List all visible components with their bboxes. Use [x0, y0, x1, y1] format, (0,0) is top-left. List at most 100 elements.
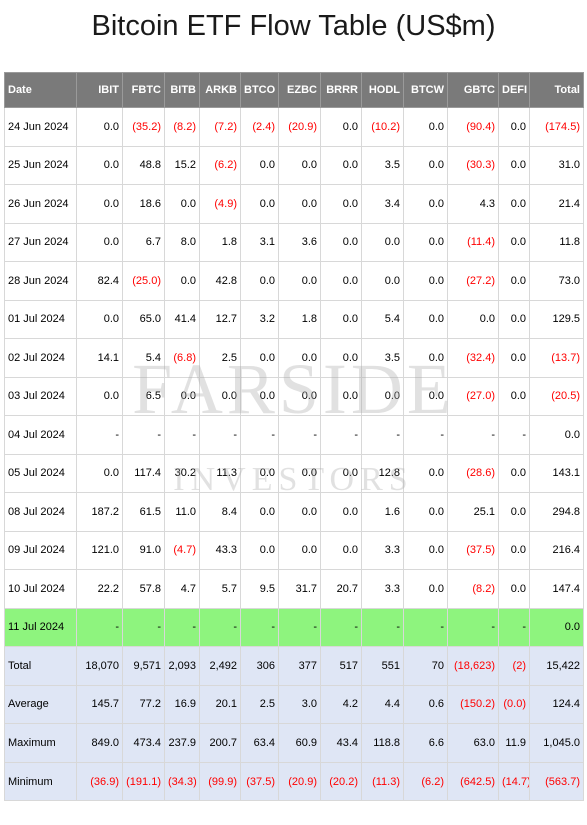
cell-ezbc: 0.0: [278, 530, 321, 570]
cell-fbtc: 473.4: [122, 723, 165, 763]
cell-ezbc: 0.0: [278, 145, 321, 185]
cell-arkb: 5.7: [199, 569, 241, 609]
cell-ibit: 82.4: [76, 261, 123, 301]
cell-total: 0.0: [529, 607, 584, 647]
cell-defi: 0.0: [498, 530, 530, 570]
cell-btcw: 0.0: [403, 145, 448, 185]
cell-ibit: -: [76, 415, 123, 455]
summary-row: Total 18,070 9,571 2,093 2,492 306 377 517 551 70…: [4, 646, 584, 686]
cell-total: 143.1: [529, 453, 584, 493]
cell-total: 31.0: [529, 145, 584, 185]
cell-btcw: 70: [403, 646, 448, 686]
cell-bitb: 2,093: [164, 646, 200, 686]
cell-bitb: 4.7: [164, 569, 200, 609]
cell-arkb: 0.0: [199, 376, 241, 416]
cell-ibit: 121.0: [76, 530, 123, 570]
cell-defi: 0.0: [498, 184, 530, 224]
cell-ezbc: 3.6: [278, 222, 321, 262]
table-row: 24 Jun 2024 0.0 (35.2) (8.2) (7.2) (2.4) (20.9…: [4, 107, 584, 147]
cell-defi: -: [498, 415, 530, 455]
column-header-date: Date: [4, 72, 77, 108]
cell-arkb: 42.8: [199, 261, 241, 301]
cell-gbtc: (27.0): [447, 376, 499, 416]
column-header-btcw: BTCW: [403, 72, 448, 108]
cell-fbtc: 65.0: [122, 299, 165, 339]
cell-hodl: 551: [361, 646, 404, 686]
cell-arkb: 2,492: [199, 646, 241, 686]
cell-total: 147.4: [529, 569, 584, 609]
cell-defi: 0.0: [498, 338, 530, 378]
cell-btco: -: [240, 415, 279, 455]
row-label: 05 Jul 2024: [4, 453, 77, 493]
cell-ibit: 0.0: [76, 145, 123, 185]
summary-row: Average 145.7 77.2 16.9 20.1 2.5 3.0 4.2 4.4 0.6(…: [4, 684, 584, 725]
cell-bitb: (34.3): [164, 761, 200, 802]
cell-btco: 9.5: [240, 569, 279, 609]
cell-ezbc: 0.0: [278, 261, 321, 301]
cell-btcw: -: [403, 415, 448, 455]
cell-fbtc: 5.4: [122, 338, 165, 378]
cell-fbtc: 9,571: [122, 646, 165, 686]
row-label: 24 Jun 2024: [4, 107, 77, 147]
row-label: Minimum: [4, 761, 77, 802]
cell-ezbc: 377: [278, 646, 321, 686]
cell-arkb: (6.2): [199, 145, 241, 185]
column-header-hodl: HODL: [361, 72, 404, 108]
header-row: Date IBIT FBTC BITB ARKB BTCO EZBC BRRR HODL BTCW…: [4, 72, 584, 108]
cell-total: 0.0: [529, 415, 584, 455]
cell-ezbc: 0.0: [278, 376, 321, 416]
cell-gbtc: 0.0: [447, 299, 499, 339]
cell-ezbc: 0.0: [278, 492, 321, 532]
cell-arkb: 12.7: [199, 299, 241, 339]
cell-hodl: -: [361, 415, 404, 455]
cell-arkb: 2.5: [199, 338, 241, 378]
cell-brrr: 20.7: [320, 569, 362, 609]
cell-gbtc: (90.4): [447, 107, 499, 147]
cell-btco: 0.0: [240, 492, 279, 532]
cell-fbtc: 91.0: [122, 530, 165, 570]
cell-brrr: 43.4: [320, 723, 362, 763]
cell-btco: 306: [240, 646, 279, 686]
table-row: 25 Jun 2024 0.0 48.8 15.2 (6.2) 0.0 0.0 0.0 3.5 0…: [4, 145, 584, 185]
cell-gbtc: -: [447, 415, 499, 455]
cell-gbtc: (642.5): [447, 761, 499, 802]
row-label: 25 Jun 2024: [4, 145, 77, 185]
cell-arkb: (7.2): [199, 107, 241, 147]
table-body: 24 Jun 2024 0.0 (35.2) (8.2) (7.2) (2.4) (20.9…: [4, 107, 584, 647]
column-header-total: Total: [529, 72, 584, 108]
cell-brrr: 0.0: [320, 145, 362, 185]
row-label: Total: [4, 646, 77, 686]
column-header-btco: BTCO: [240, 72, 279, 108]
cell-bitb: (4.7): [164, 530, 200, 570]
summary-row: Maximum 849.0 473.4 237.9 200.7 63.4 60.9 43.4 1…: [4, 723, 584, 763]
cell-total: 73.0: [529, 261, 584, 301]
cell-bitb: 0.0: [164, 184, 200, 224]
cell-hodl: 0.0: [361, 376, 404, 416]
cell-brrr: 0.0: [320, 107, 362, 147]
table-row: 26 Jun 2024 0.0 18.6 0.0 (4.9) 0.0 0.0 0.0 3.4 0.…: [4, 184, 584, 224]
cell-fbtc: 117.4: [122, 453, 165, 493]
cell-ezbc: 3.0: [278, 684, 321, 725]
cell-btcw: 0.0: [403, 261, 448, 301]
cell-defi: 0.0: [498, 569, 530, 609]
row-label: 26 Jun 2024: [4, 184, 77, 224]
cell-defi: 0.0: [498, 492, 530, 532]
cell-gbtc: (27.2): [447, 261, 499, 301]
cell-ibit: 0.0: [76, 222, 123, 262]
cell-total: 21.4: [529, 184, 584, 224]
cell-hodl: 3.3: [361, 569, 404, 609]
cell-fbtc: -: [122, 607, 165, 647]
cell-btcw: 0.0: [403, 184, 448, 224]
cell-gbtc: (28.6): [447, 453, 499, 493]
cell-fbtc: (25.0): [122, 261, 165, 301]
cell-brrr: -: [320, 415, 362, 455]
cell-btcw: 0.0: [403, 530, 448, 570]
cell-defi: 0.0: [498, 376, 530, 416]
cell-gbtc: (8.2): [447, 569, 499, 609]
row-label: 11 Jul 2024: [4, 607, 77, 647]
etf-flow-table: Date IBIT FBTC BITB ARKB BTCO EZBC BRRR HODL BTCW…: [4, 72, 584, 802]
cell-hodl: 3.5: [361, 145, 404, 185]
table-row: 10 Jul 2024 22.2 57.8 4.7 5.7 9.5 31.7 20.7 3.3 0…: [4, 569, 584, 609]
cell-btco: 0.0: [240, 453, 279, 493]
cell-bitb: -: [164, 607, 200, 647]
